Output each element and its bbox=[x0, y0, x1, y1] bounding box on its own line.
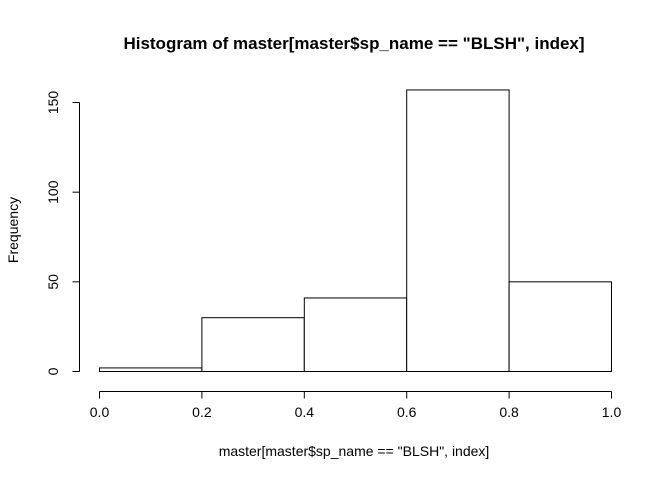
histogram-bar-3 bbox=[406, 89, 510, 373]
x-tick-label: 1.0 bbox=[602, 404, 622, 420]
x-tick-label: 0.2 bbox=[192, 404, 212, 420]
histogram-bar-4 bbox=[508, 281, 613, 373]
x-tick-label: 0.8 bbox=[499, 404, 519, 420]
y-axis-label: Frequency bbox=[5, 197, 21, 263]
histogram-bar-2 bbox=[303, 297, 408, 372]
x-tick-label: 0.0 bbox=[90, 404, 110, 420]
y-tick-label: 100 bbox=[45, 180, 61, 204]
y-tick-label: 150 bbox=[45, 91, 61, 115]
y-tick-label: 50 bbox=[45, 274, 61, 290]
x-tick-label: 0.6 bbox=[397, 404, 417, 420]
x-axis: 0.0 0.2 0.4 0.6 0.8 1.0 bbox=[90, 391, 622, 420]
histogram-bar-0 bbox=[99, 367, 203, 372]
y-axis: 0 50 100 150 bbox=[45, 91, 80, 375]
chart-title: Histogram of master[master$sp_name == "B… bbox=[123, 34, 584, 53]
x-tick-label: 0.4 bbox=[295, 404, 315, 420]
x-axis-label: master[master$sp_name == "BLSH", index] bbox=[219, 443, 490, 459]
histogram-bar-1 bbox=[201, 317, 305, 373]
y-tick-label: 0 bbox=[45, 367, 61, 375]
bars-group bbox=[99, 89, 613, 373]
